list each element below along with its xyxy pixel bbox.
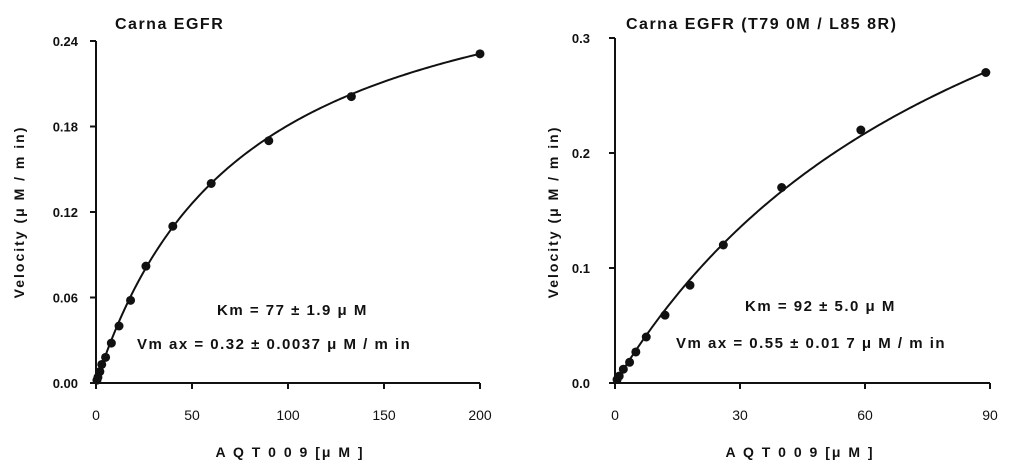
chart-title: Carna EGFR (T79 0M / L85 8R) — [626, 16, 897, 33]
km-annotation: Km = 92 ± 5.0 μ M — [745, 298, 896, 315]
x-tick-label: 0 — [92, 407, 100, 423]
chart-title: Carna EGFR — [115, 16, 224, 33]
data-point — [718, 240, 728, 250]
x-axis-label: A Q T 0 0 9 [μ M ] — [215, 444, 364, 460]
km-annotation: Km = 77 ± 1.9 μ M — [217, 302, 368, 319]
data-point — [981, 68, 991, 77]
data-point — [95, 367, 105, 377]
data-point — [856, 125, 866, 135]
y-tick-label: 0.00 — [53, 376, 78, 391]
y-tick-label: 0.3 — [572, 31, 590, 46]
data-point — [641, 332, 651, 342]
x-tick-label: 30 — [732, 407, 748, 423]
data-point — [685, 280, 695, 290]
vmax-annotation: Vm ax = 0.55 ± 0.01 7 μ M / m in — [676, 335, 946, 352]
data-point — [168, 221, 178, 231]
data-point — [475, 49, 485, 59]
x-tick-label: 200 — [468, 407, 492, 423]
y-axis-label: Velocity (μ M / m in) — [11, 126, 27, 299]
data-point — [346, 92, 356, 102]
data-point — [625, 357, 635, 367]
data-point — [126, 295, 136, 305]
x-axis-label: A Q T 0 0 9 [μ M ] — [725, 444, 874, 460]
data-point — [264, 136, 274, 146]
data-point — [660, 310, 670, 320]
x-tick-label: 90 — [982, 407, 998, 423]
chart-panel-egfr: Carna EGFR Velocity (μ M / m in) A Q T 0… — [11, 16, 492, 460]
data-point — [97, 359, 107, 369]
x-tick-label: 50 — [184, 407, 200, 423]
x-tick-label: 100 — [276, 407, 300, 423]
x-tick-label: 0 — [611, 407, 619, 423]
y-tick-label: 0.06 — [53, 291, 78, 306]
y-tick-label: 0.0 — [572, 376, 590, 391]
y-axis-label: Velocity (μ M / m in) — [545, 126, 561, 299]
y-tick-label: 0.24 — [53, 34, 79, 49]
fit-curve — [95, 52, 481, 384]
data-point — [206, 179, 216, 188]
x-tick-label: 150 — [372, 407, 396, 423]
y-tick-label: 0.12 — [53, 205, 78, 220]
fit-curve — [614, 71, 987, 384]
vmax-annotation: Vm ax = 0.32 ± 0.0037 μ M / m in — [137, 336, 411, 353]
y-tick-label: 0.18 — [53, 120, 78, 135]
data-point — [101, 352, 111, 362]
data-point — [777, 183, 787, 192]
chart-panel-egfr-mutant: Carna EGFR (T79 0M / L85 8R) Velocity (μ… — [545, 16, 998, 460]
data-point — [618, 364, 628, 374]
data-point — [114, 321, 124, 331]
data-point — [631, 347, 641, 357]
data-point — [106, 338, 116, 348]
data-point — [141, 261, 151, 271]
y-tick-label: 0.2 — [572, 146, 590, 161]
data-point — [614, 371, 624, 381]
y-tick-label: 0.1 — [572, 261, 590, 276]
x-tick-label: 60 — [857, 407, 873, 423]
